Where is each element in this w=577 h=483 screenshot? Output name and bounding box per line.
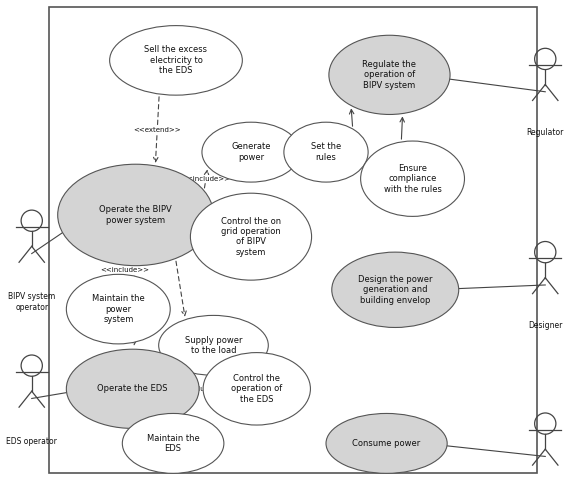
Ellipse shape (203, 353, 310, 425)
Text: <<include>>: <<include>> (181, 176, 230, 182)
Text: Maintain the
EDS: Maintain the EDS (147, 434, 200, 453)
Text: Sell the excess
electricity to
the EDS: Sell the excess electricity to the EDS (144, 45, 208, 75)
Ellipse shape (159, 315, 268, 375)
Text: Operate the BIPV
power system: Operate the BIPV power system (99, 205, 172, 225)
Bar (49, 7, 537, 473)
Text: Design the power
generation and
building envelop: Design the power generation and building… (358, 275, 433, 305)
Text: Set the
rules: Set the rules (311, 142, 341, 162)
Ellipse shape (326, 413, 447, 473)
Ellipse shape (329, 35, 450, 114)
Text: <<extend>>: <<extend>> (133, 127, 181, 133)
Ellipse shape (122, 413, 224, 473)
Text: Control the
operation of
the EDS: Control the operation of the EDS (231, 374, 282, 404)
Text: Ensure
compliance
with the rules: Ensure compliance with the rules (384, 164, 441, 194)
Text: Operate the EDS: Operate the EDS (98, 384, 168, 393)
Text: Supply power
to the load: Supply power to the load (185, 336, 242, 355)
Text: EDS operator: EDS operator (6, 437, 57, 446)
Text: <<include>>: <<include>> (100, 267, 149, 273)
Text: Control the on
grid operation
of BIPV
system: Control the on grid operation of BIPV sy… (221, 216, 281, 257)
Text: <<include>>: <<include>> (177, 386, 226, 392)
Text: Generate
power: Generate power (231, 142, 271, 162)
Ellipse shape (110, 26, 242, 95)
Text: BIPV system
operator: BIPV system operator (8, 292, 55, 312)
Ellipse shape (66, 349, 199, 428)
Text: Regulate the
operation of
BIPV system: Regulate the operation of BIPV system (362, 60, 417, 90)
Text: <<include>>: <<include>> (177, 224, 226, 229)
Ellipse shape (284, 122, 368, 182)
Ellipse shape (202, 122, 300, 182)
Text: <<include>>: <<include>> (110, 304, 159, 311)
Text: <<include>>: <<include>> (133, 417, 182, 423)
Ellipse shape (332, 252, 459, 327)
Ellipse shape (190, 193, 312, 280)
Ellipse shape (66, 274, 170, 344)
Text: Consume power: Consume power (353, 439, 421, 448)
Text: Maintain the
power
system: Maintain the power system (92, 294, 145, 324)
Ellipse shape (361, 141, 464, 216)
Text: Designer: Designer (528, 321, 563, 330)
Text: Regulator: Regulator (527, 128, 564, 137)
Ellipse shape (58, 164, 213, 266)
